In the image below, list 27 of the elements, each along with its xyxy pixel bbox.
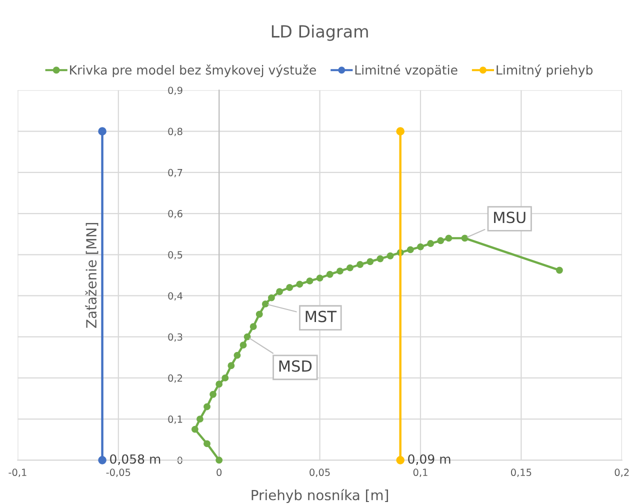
chart-title: LD Diagram (272, 24, 368, 41)
legend-label: Limitné vzopätie (355, 64, 458, 78)
legend-label: Krivka pre model bez šmykovej výstuže (70, 64, 316, 78)
y-tick-label: 0,7 (168, 168, 182, 178)
y-tick-label: 0,4 (168, 292, 182, 301)
y-tick-label: 0,3 (168, 333, 182, 342)
x-tick-label: 0,05 (310, 468, 330, 478)
x-tick-label: 0,2 (614, 468, 629, 478)
y-axis-title: Zaťaženie [MN] (85, 223, 98, 328)
y-tick-label: 0,2 (168, 374, 182, 383)
x-tick-label: -0,05 (106, 468, 130, 478)
y-tick-label: 0,6 (168, 210, 182, 218)
annotation: 0,058 m (110, 454, 160, 466)
x-tick-label: 0,1 (413, 468, 428, 478)
x-tick-label: 0 (216, 468, 222, 476)
annotation: MSD (279, 360, 312, 372)
y-tick-label: 0,8 (168, 128, 182, 136)
y-tick-label: 0,5 (168, 251, 182, 260)
x-tick-label: 0,15 (511, 468, 532, 478)
annotation: MST (306, 310, 337, 322)
y-tick-label: 0,1 (168, 416, 182, 424)
y-tick-label: 0,9 (168, 86, 182, 96)
x-tick-label: -0,1 (8, 468, 26, 478)
legend-label: Limitný priehyb (496, 64, 593, 78)
annotation: MSU (494, 212, 526, 224)
x-axis-title: Priehyb nosníka [m] (252, 489, 388, 504)
annotation: 0,09 m (408, 454, 450, 466)
